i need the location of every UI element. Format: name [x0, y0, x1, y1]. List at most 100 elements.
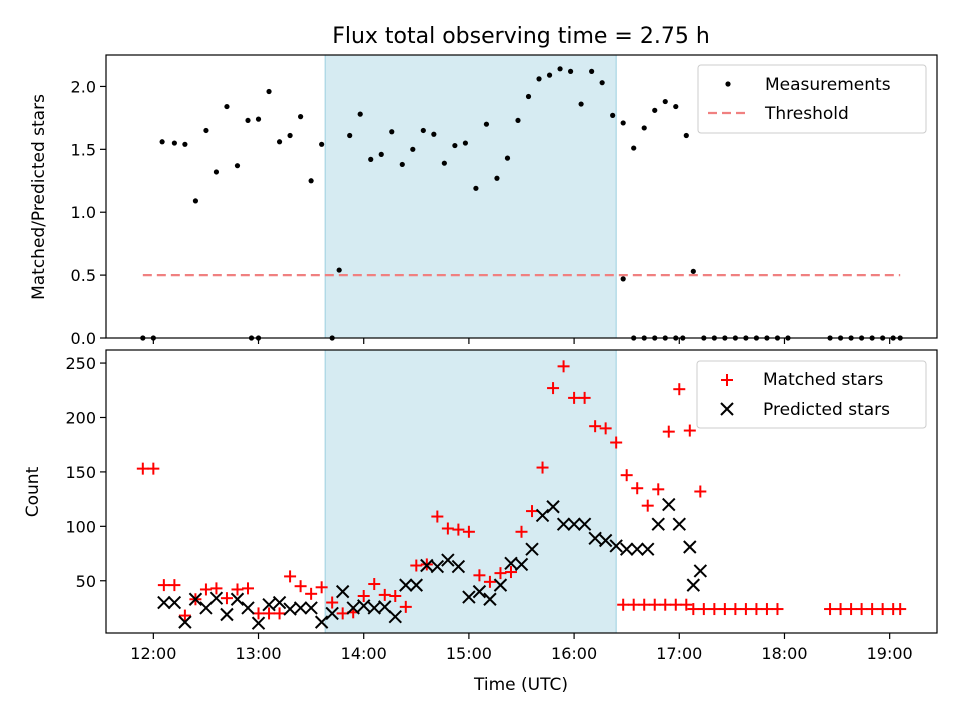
- top-panel: 0.00.51.01.52.0 Matched/Predicted stars …: [29, 54, 938, 348]
- measurement-point: [287, 132, 293, 139]
- top-points: [140, 66, 903, 341]
- matched-star-point: [662, 425, 675, 438]
- bottom-y-ticks: 50 100 150 200 250: [65, 354, 106, 591]
- bottom-y-tick-label: 100: [65, 517, 96, 536]
- matched-star-point: [866, 603, 879, 616]
- matched-star-point: [894, 603, 907, 616]
- matched-star-point: [673, 383, 686, 396]
- predicted-star-point: [683, 540, 697, 554]
- matched-star-point: [610, 436, 623, 449]
- matched-star-point: [718, 603, 731, 616]
- bottom-y-axis-label: Count: [23, 466, 43, 517]
- bottom-y-tick-label: 250: [65, 354, 96, 373]
- predicted-star-point: [556, 517, 571, 531]
- predicted-star-point: [357, 599, 371, 613]
- measurement-point: [557, 66, 563, 72]
- matched-star-point: [263, 607, 276, 620]
- bottom-panel: 50 100 150 200 250 12:00 13:00 14:00 15:00 16:00…: [23, 349, 938, 695]
- measurement-point: [683, 132, 689, 139]
- matched-star-point: [652, 483, 665, 496]
- matched-star-point: [315, 581, 328, 594]
- matched-star-point: [750, 603, 763, 616]
- matched-star-point: [638, 598, 651, 611]
- measurement-point: [452, 142, 458, 149]
- matched-star-point: [157, 579, 170, 592]
- measurement-point: [662, 98, 668, 105]
- measurement-point: [546, 72, 553, 78]
- measurement-point: [610, 112, 616, 118]
- matched-star-point: [627, 598, 640, 611]
- matched-star-point: [876, 603, 889, 616]
- top-chart-title: Flux total observing time = 2.75 h: [332, 24, 710, 49]
- bottom-x-tick-label: 12:00: [130, 644, 176, 663]
- predicted-star-point: [409, 578, 424, 592]
- matched-star-point: [669, 598, 682, 611]
- measurement-point: [441, 160, 447, 166]
- measurement-point: [578, 101, 584, 107]
- legend-measurements-label: Measurements: [765, 75, 891, 95]
- measurement-point: [473, 185, 479, 191]
- matched-star-point: [494, 567, 507, 580]
- matched-star-point: [231, 583, 244, 596]
- measurement-point: [690, 268, 696, 274]
- predicted-star-point: [325, 606, 339, 621]
- matched-star-point: [389, 589, 402, 602]
- predicted-star-point: [493, 578, 508, 592]
- predicted-star-point: [262, 597, 276, 612]
- top-x-ticks: [152, 338, 891, 344]
- matched-star-point: [659, 598, 672, 611]
- matched-star-point: [178, 609, 191, 622]
- bottom-x-tick-label: 15:00: [446, 644, 492, 663]
- predicted-star-point: [504, 556, 518, 571]
- measurement-point: [336, 267, 342, 273]
- predicted-star-point: [588, 531, 602, 546]
- matched-star-point: [683, 424, 696, 437]
- top-y-ticks: 0.0 0.5 1.0 1.5 2.0: [71, 77, 106, 348]
- predicted-star-point: [304, 601, 318, 615]
- predicted-star-point: [188, 592, 203, 606]
- matched-star-point: [589, 420, 602, 433]
- bottom-x-tick-label: 19:00: [867, 644, 913, 663]
- matched-star-point: [648, 598, 661, 611]
- matched-star-point: [641, 499, 654, 512]
- measurement-point: [525, 93, 532, 100]
- matched-star-point: [834, 603, 847, 616]
- matched-star-point: [504, 566, 517, 579]
- matched-star-point: [526, 505, 539, 518]
- matched-star-point: [547, 382, 560, 395]
- measurement-point: [319, 141, 325, 147]
- matched-star-point: [760, 603, 773, 616]
- predicted-star-point: [619, 542, 634, 556]
- measurement-point: [589, 68, 595, 74]
- measurement-point: [224, 103, 230, 110]
- top-y-tick-label: 2.0: [71, 77, 96, 96]
- matched-star-point: [326, 596, 339, 609]
- measurement-point: [599, 80, 605, 86]
- legend-matched-marker: [721, 374, 733, 386]
- measurement-point: [515, 117, 521, 124]
- measurement-point: [192, 198, 199, 204]
- measurement-point: [255, 116, 262, 122]
- matched-star-point: [368, 578, 381, 591]
- matched-star-point: [441, 522, 454, 535]
- measurement-point: [641, 125, 647, 131]
- bottom-x-tick-label: 16:00: [551, 644, 597, 663]
- matched-star-point: [536, 461, 549, 474]
- measurement-point: [368, 156, 374, 162]
- predicted-star-point: [283, 602, 297, 616]
- measurement-point: [620, 276, 626, 282]
- predicted-star-point: [314, 615, 329, 629]
- measurement-point: [308, 178, 314, 184]
- measurement-point: [567, 68, 574, 74]
- measurement-point: [276, 139, 283, 145]
- predicted-star-point: [662, 497, 676, 512]
- measurement-point: [462, 140, 468, 146]
- bottom-x-tick-label: 17:00: [656, 644, 702, 663]
- bottom-x-tick-label: 13:00: [235, 644, 281, 663]
- predicted-star-point: [378, 600, 392, 614]
- predicted-star-point: [462, 590, 476, 604]
- bottom-y-tick-label: 150: [65, 463, 96, 482]
- measurement-point: [420, 127, 426, 134]
- matched-star-point: [771, 603, 784, 616]
- matched-star-point: [557, 360, 570, 373]
